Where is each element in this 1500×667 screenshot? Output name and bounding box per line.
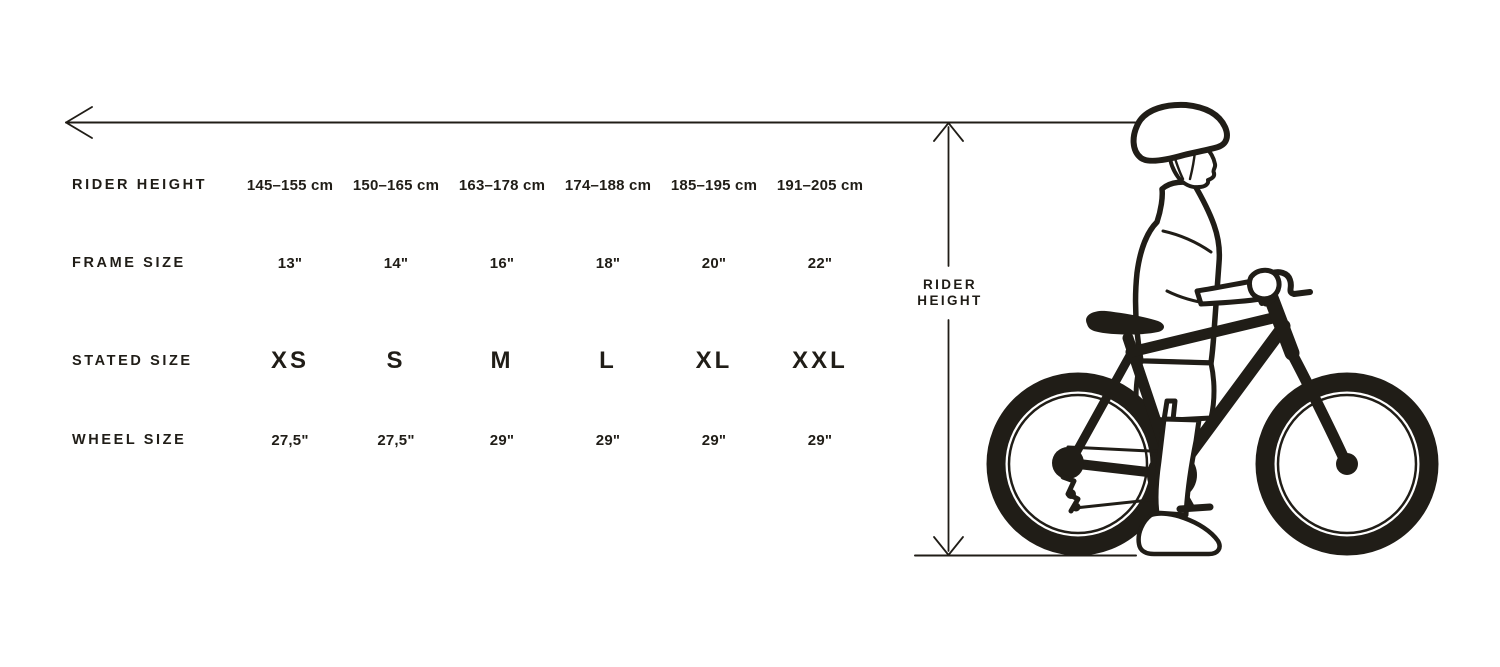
table-cell: 29" (595, 431, 621, 449)
rider-height-arrow-label: RIDER HEIGHT (888, 277, 1012, 309)
table-cell: 145–155 cm (246, 176, 334, 194)
head-tube (1262, 287, 1300, 361)
table-cell: M (490, 347, 514, 374)
table-cell: 14" (383, 254, 409, 272)
sleeve-seam (1161, 229, 1213, 254)
table-cell: 29" (489, 431, 515, 449)
table-cell: 27,5" (271, 431, 309, 449)
table-cell: 13" (277, 254, 303, 272)
chain-top (1066, 445, 1172, 454)
front-fork (1284, 344, 1352, 469)
table-cell: 174–188 cm (564, 176, 652, 194)
arrow-label-line: HEIGHT (917, 293, 983, 308)
front-rim (1276, 393, 1418, 535)
saddle (1086, 310, 1164, 335)
table-cell: 20" (701, 254, 727, 272)
row-label: FRAME SIZE (72, 255, 186, 271)
table-cell: 18" (595, 254, 621, 272)
pedal (1176, 503, 1214, 513)
table-row: FRAME SIZE 13" 14" 16" 18" 20" 22" (72, 251, 873, 275)
table-cell: 185–195 cm (670, 176, 758, 194)
top-tube (1125, 311, 1283, 358)
up-arrowhead-icon (933, 122, 964, 142)
table-row: STATED SIZE XS S M L XL XXL (72, 345, 873, 377)
rider-leg (1153, 416, 1202, 518)
front-hub (1336, 453, 1358, 475)
table-cell: 29" (807, 431, 833, 449)
rider-foreground (1136, 267, 1282, 557)
table-row: RIDER HEIGHT 145–155 cm 150–165 cm 163–1… (72, 173, 873, 197)
table-cell: XS (270, 347, 309, 374)
front-tire (1255, 372, 1439, 556)
table-cell: 22" (807, 254, 833, 272)
table-cell: S (386, 347, 406, 374)
row-label: STATED SIZE (72, 353, 193, 369)
derailleur-pulley (1071, 502, 1081, 512)
row-label: RIDER HEIGHT (72, 177, 208, 193)
table-cell: 163–178 cm (458, 176, 546, 194)
table-cell: 29" (701, 431, 727, 449)
table-cell: 16" (489, 254, 515, 272)
derailleur-pulley (1066, 489, 1076, 499)
table-cell: L (599, 347, 617, 374)
helmet (1130, 101, 1230, 164)
seat-stay (1067, 345, 1138, 465)
table-cell: XL (695, 347, 733, 374)
table-cell: 150–165 cm (352, 176, 440, 194)
row-label: WHEEL SIZE (72, 432, 187, 448)
rider-shoe (1136, 511, 1222, 557)
arrow-label-line: RIDER (922, 277, 977, 292)
table-row: WHEEL SIZE 27,5" 27,5" 29" 29" 29" 29" (72, 428, 873, 452)
left-arrowhead-icon (65, 106, 93, 139)
cassette (1052, 447, 1084, 479)
table-cell: 27,5" (377, 431, 415, 449)
table-cell: XXL (792, 347, 848, 374)
rear-rim (1007, 393, 1149, 535)
table-cell: 191–205 cm (776, 176, 864, 194)
rider-hand (1247, 267, 1282, 302)
